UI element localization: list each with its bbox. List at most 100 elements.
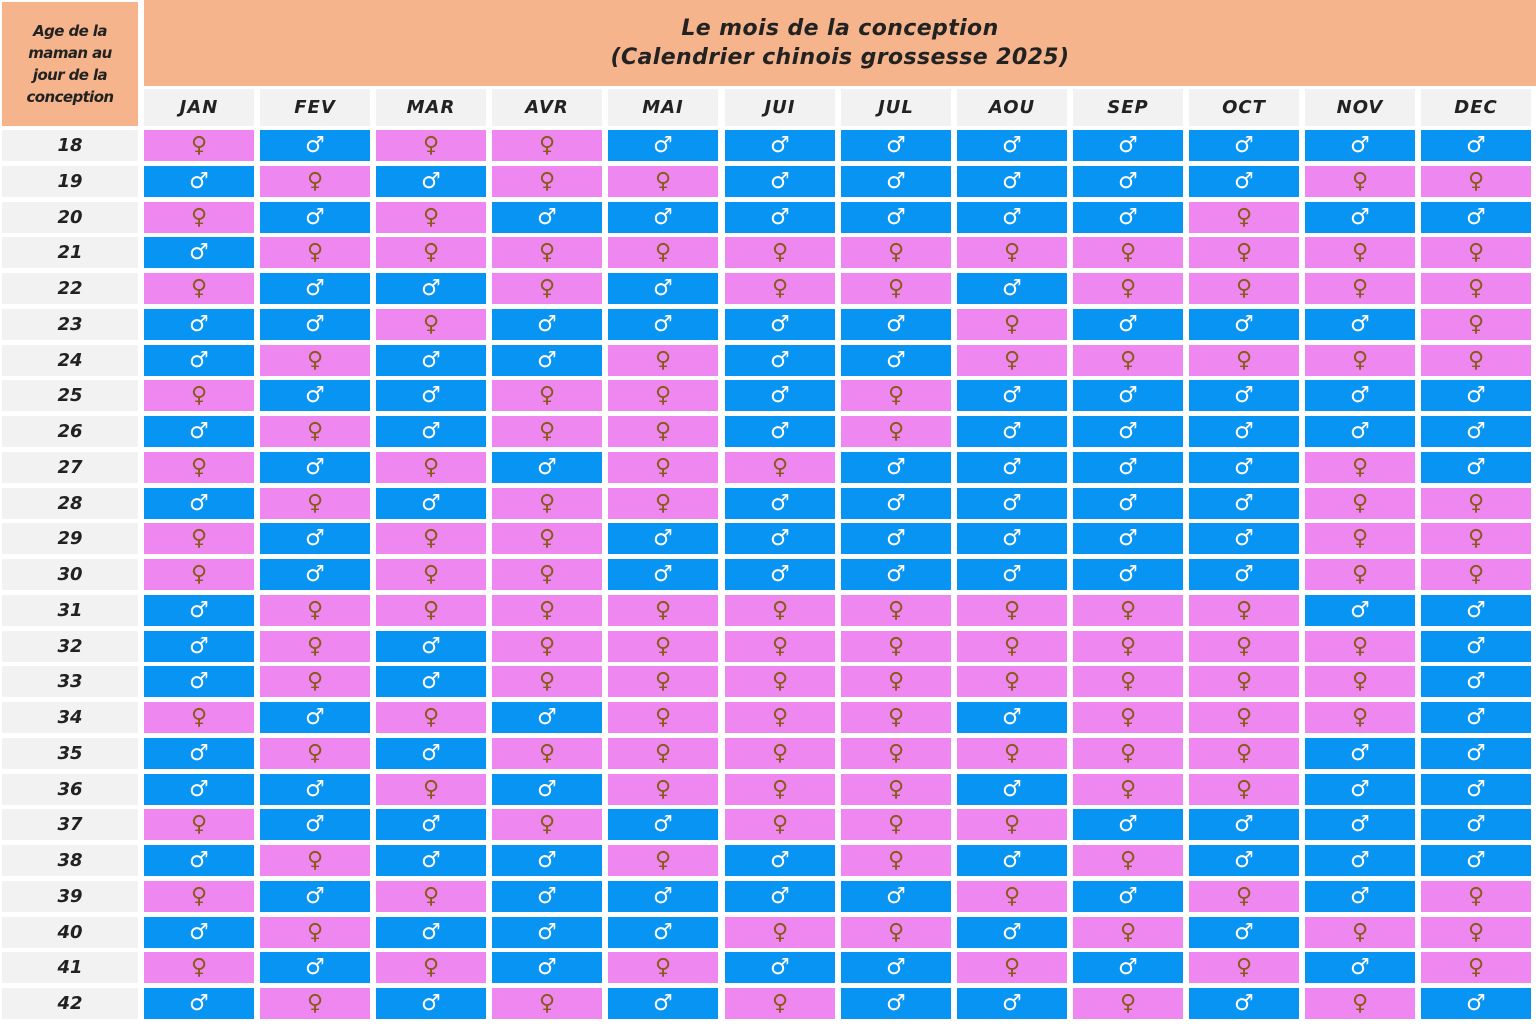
girl-cell: ♀ [841, 273, 951, 304]
boy-cell: ♂ [725, 845, 835, 876]
female-symbol-icon: ♀ [887, 275, 905, 301]
age-label: 42 [2, 988, 138, 1019]
male-symbol-icon: ♂ [421, 490, 441, 516]
female-symbol-icon: ♀ [1351, 168, 1369, 194]
boy-cell: ♂ [492, 774, 602, 805]
female-symbol-icon: ♀ [654, 740, 672, 766]
girl-cell: ♀ [1189, 952, 1299, 983]
male-symbol-icon: ♂ [1118, 454, 1138, 480]
female-symbol-icon: ♀ [1119, 633, 1137, 659]
female-symbol-icon: ♀ [1235, 704, 1253, 730]
girl-cell: ♀ [144, 273, 254, 304]
male-symbol-icon: ♂ [1234, 418, 1254, 444]
female-symbol-icon: ♀ [1467, 883, 1485, 909]
girl-cell: ♀ [260, 595, 370, 626]
female-symbol-icon: ♀ [1003, 311, 1021, 337]
female-symbol-icon: ♀ [887, 239, 905, 265]
female-symbol-icon: ♀ [1467, 347, 1485, 373]
male-symbol-icon: ♂ [1350, 847, 1370, 873]
male-symbol-icon: ♂ [1002, 990, 1022, 1016]
month-header-dec: DEC [1421, 89, 1531, 126]
boy-cell: ♂ [841, 202, 951, 233]
female-symbol-icon: ♀ [538, 168, 556, 194]
girl-cell: ♀ [1189, 202, 1299, 233]
male-symbol-icon: ♂ [1002, 525, 1022, 551]
chart-title: Le mois de la conception [681, 16, 999, 41]
month-header-sep: SEP [1073, 89, 1183, 126]
girl-cell: ♀ [1073, 595, 1183, 626]
boy-cell: ♂ [841, 166, 951, 197]
female-symbol-icon: ♀ [771, 811, 789, 837]
male-symbol-icon: ♂ [1350, 382, 1370, 408]
girl-cell: ♀ [1189, 631, 1299, 662]
girl-cell: ♀ [1421, 273, 1531, 304]
girl-cell: ♀ [1305, 488, 1415, 519]
male-symbol-icon: ♂ [1002, 454, 1022, 480]
female-symbol-icon: ♀ [1003, 954, 1021, 980]
girl-cell: ♀ [1305, 523, 1415, 554]
female-symbol-icon: ♀ [1003, 597, 1021, 623]
girl-cell: ♀ [841, 380, 951, 411]
male-symbol-icon: ♂ [189, 239, 209, 265]
month-header-oct: OCT [1189, 89, 1299, 126]
female-symbol-icon: ♀ [771, 239, 789, 265]
girl-cell: ♀ [841, 809, 951, 840]
boy-cell: ♂ [725, 881, 835, 912]
male-symbol-icon: ♂ [537, 311, 557, 337]
male-symbol-icon: ♂ [770, 168, 790, 194]
male-symbol-icon: ♂ [886, 883, 906, 909]
female-symbol-icon: ♀ [654, 668, 672, 694]
boy-cell: ♂ [1305, 130, 1415, 161]
boy-cell: ♂ [1189, 559, 1299, 590]
boy-cell: ♂ [841, 988, 951, 1019]
girl-cell: ♀ [376, 452, 486, 483]
boy-cell: ♂ [144, 631, 254, 662]
girl-cell: ♀ [725, 917, 835, 948]
age-label: 24 [2, 345, 138, 376]
male-symbol-icon: ♂ [421, 811, 441, 837]
age-label: 41 [2, 952, 138, 983]
girl-cell: ♀ [957, 309, 1067, 340]
female-symbol-icon: ♀ [1119, 740, 1137, 766]
girl-cell: ♀ [1305, 702, 1415, 733]
girl-cell: ♀ [144, 809, 254, 840]
girl-cell: ♀ [957, 595, 1067, 626]
male-symbol-icon: ♂ [653, 132, 673, 158]
boy-cell: ♂ [376, 166, 486, 197]
male-symbol-icon: ♂ [421, 347, 441, 373]
boy-cell: ♂ [725, 345, 835, 376]
month-header-nov: NOV [1305, 89, 1415, 126]
boy-cell: ♂ [841, 881, 951, 912]
male-symbol-icon: ♂ [1002, 382, 1022, 408]
girl-cell: ♀ [957, 631, 1067, 662]
boy-cell: ♂ [376, 488, 486, 519]
girl-cell: ♀ [608, 774, 718, 805]
female-symbol-icon: ♀ [1235, 954, 1253, 980]
age-label: 22 [2, 273, 138, 304]
female-symbol-icon: ♀ [1351, 239, 1369, 265]
male-symbol-icon: ♂ [421, 382, 441, 408]
male-symbol-icon: ♂ [886, 561, 906, 587]
female-symbol-icon: ♀ [422, 561, 440, 587]
boy-cell: ♂ [492, 702, 602, 733]
girl-cell: ♀ [1189, 345, 1299, 376]
female-symbol-icon: ♀ [422, 454, 440, 480]
boy-cell: ♂ [1305, 738, 1415, 769]
male-symbol-icon: ♂ [421, 275, 441, 301]
month-header-mar: MAR [376, 89, 486, 126]
girl-cell: ♀ [1421, 559, 1531, 590]
male-symbol-icon: ♂ [653, 311, 673, 337]
male-symbol-icon: ♂ [886, 990, 906, 1016]
month-header-aou: AOU [957, 89, 1067, 126]
male-symbol-icon: ♂ [421, 740, 441, 766]
male-symbol-icon: ♂ [770, 561, 790, 587]
age-column-header: Age de la maman au jour de la conception [2, 2, 138, 126]
male-symbol-icon: ♂ [1002, 168, 1022, 194]
female-symbol-icon: ♀ [771, 275, 789, 301]
girl-cell: ♀ [1421, 488, 1531, 519]
female-symbol-icon: ♀ [538, 668, 556, 694]
male-symbol-icon: ♂ [189, 597, 209, 623]
female-symbol-icon: ♀ [1119, 847, 1137, 873]
female-symbol-icon: ♀ [306, 418, 324, 444]
girl-cell: ♀ [260, 917, 370, 948]
